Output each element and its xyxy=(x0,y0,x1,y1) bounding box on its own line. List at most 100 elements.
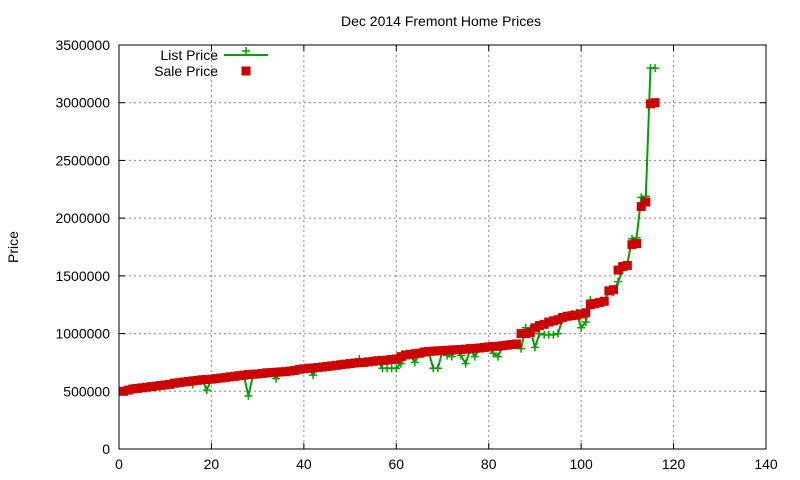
sale-price-point xyxy=(470,343,480,353)
sale-price-point xyxy=(410,349,420,359)
sale-price-point xyxy=(391,354,401,364)
sale-price-point xyxy=(641,197,651,207)
sale-price-point xyxy=(442,345,452,355)
sale-price-point xyxy=(632,239,642,249)
plot-border xyxy=(118,44,767,450)
sale-price-point xyxy=(220,372,230,382)
sale-price-point xyxy=(156,381,166,391)
sale-price-point xyxy=(604,286,614,296)
list-price-point xyxy=(244,391,253,400)
sale-price-point xyxy=(447,345,457,355)
list-price-point xyxy=(530,343,539,352)
sale-price-point xyxy=(401,350,411,360)
sale-price-point xyxy=(484,342,494,352)
sale-price-point xyxy=(428,346,438,356)
sale-price-point xyxy=(530,323,540,333)
sale-price-point xyxy=(160,380,170,390)
sale-price-point xyxy=(359,357,369,367)
list-price-point xyxy=(202,386,211,395)
sale-price-point xyxy=(650,98,660,108)
sale-price-point xyxy=(419,347,429,357)
x-tick-label: 80 xyxy=(481,456,497,472)
sale-price-point xyxy=(438,346,447,356)
x-tick-label: 20 xyxy=(204,456,220,472)
sale-price-point xyxy=(169,378,179,388)
sale-price-point xyxy=(562,311,572,321)
sale-price-point xyxy=(313,363,323,373)
sale-price-point xyxy=(479,342,489,352)
y-tick-label: 1000000 xyxy=(55,326,110,342)
sale-price-point xyxy=(225,372,235,382)
list-price-point xyxy=(517,344,526,353)
sale-price-point xyxy=(474,343,484,353)
sale-price-point xyxy=(230,371,240,381)
sale-price-point xyxy=(382,355,392,365)
y-tick-label: 2000000 xyxy=(55,210,110,226)
sale-price-point xyxy=(336,360,346,370)
sale-price-point xyxy=(317,362,327,372)
y-tick-label: 0 xyxy=(102,441,110,457)
sale-price-point xyxy=(636,202,646,212)
y-tick-label: 500000 xyxy=(63,383,110,399)
sale-price-point xyxy=(234,371,244,381)
sale-price-point xyxy=(132,383,142,393)
sale-price-point xyxy=(202,375,212,385)
list-price-point xyxy=(470,352,479,361)
sale-price-point xyxy=(622,260,632,270)
sale-price-point xyxy=(174,378,184,388)
sale-price-point xyxy=(414,348,424,358)
list-price-point xyxy=(493,352,502,361)
sale-price-point xyxy=(345,359,355,369)
sale-price-point xyxy=(645,99,655,109)
sale-price-point xyxy=(119,386,129,396)
x-tick-label: 40 xyxy=(296,456,312,472)
sale-price-point xyxy=(165,379,175,389)
sale-price-point xyxy=(290,366,300,376)
list-price-point xyxy=(392,364,401,373)
x-tick-label: 100 xyxy=(569,456,593,472)
list-price-point xyxy=(577,323,586,332)
sale-price-point xyxy=(516,329,526,339)
sale-price-point xyxy=(507,340,517,350)
legend-label-list-price: List Price xyxy=(160,47,218,63)
sale-price-point xyxy=(590,299,600,309)
sale-price-point xyxy=(627,240,637,250)
sale-price-point xyxy=(299,364,309,374)
list-price-point xyxy=(637,193,646,202)
grid-lines xyxy=(119,45,766,449)
sale-price-point xyxy=(142,382,152,392)
sale-price-point xyxy=(373,356,383,366)
sale-price-point xyxy=(572,310,582,320)
sale-price-point xyxy=(387,355,397,365)
list-price-line xyxy=(123,67,656,397)
sale-price-point xyxy=(303,363,313,373)
sale-price-point xyxy=(262,368,272,378)
sale-price-point xyxy=(350,358,360,368)
sale-price-point xyxy=(216,373,226,383)
sale-price-series xyxy=(119,98,660,396)
sale-price-point xyxy=(424,346,434,356)
x-tick-label: 120 xyxy=(662,456,686,472)
sale-price-point xyxy=(502,340,512,350)
legend-marker-sale-price xyxy=(241,66,251,76)
sale-price-point xyxy=(576,309,586,319)
sale-price-point xyxy=(493,341,503,351)
sale-price-point xyxy=(613,265,623,275)
sale-price-point xyxy=(567,311,577,321)
sale-price-point xyxy=(271,367,281,377)
list-price-point xyxy=(410,358,419,367)
sale-price-point xyxy=(377,355,387,365)
sale-price-point xyxy=(248,369,258,379)
sale-price-point xyxy=(183,376,193,386)
sale-price-point xyxy=(618,262,628,272)
sale-price-point xyxy=(521,329,531,339)
legend: List Price Sale Price xyxy=(154,47,268,79)
sale-price-point xyxy=(243,370,253,380)
legend-marker-list-price xyxy=(242,47,250,55)
sale-price-point xyxy=(193,375,203,385)
sale-price-point xyxy=(280,367,290,377)
sale-price-point xyxy=(553,315,563,325)
y-axis-label: Price xyxy=(5,231,21,263)
sale-price-point xyxy=(206,374,216,384)
